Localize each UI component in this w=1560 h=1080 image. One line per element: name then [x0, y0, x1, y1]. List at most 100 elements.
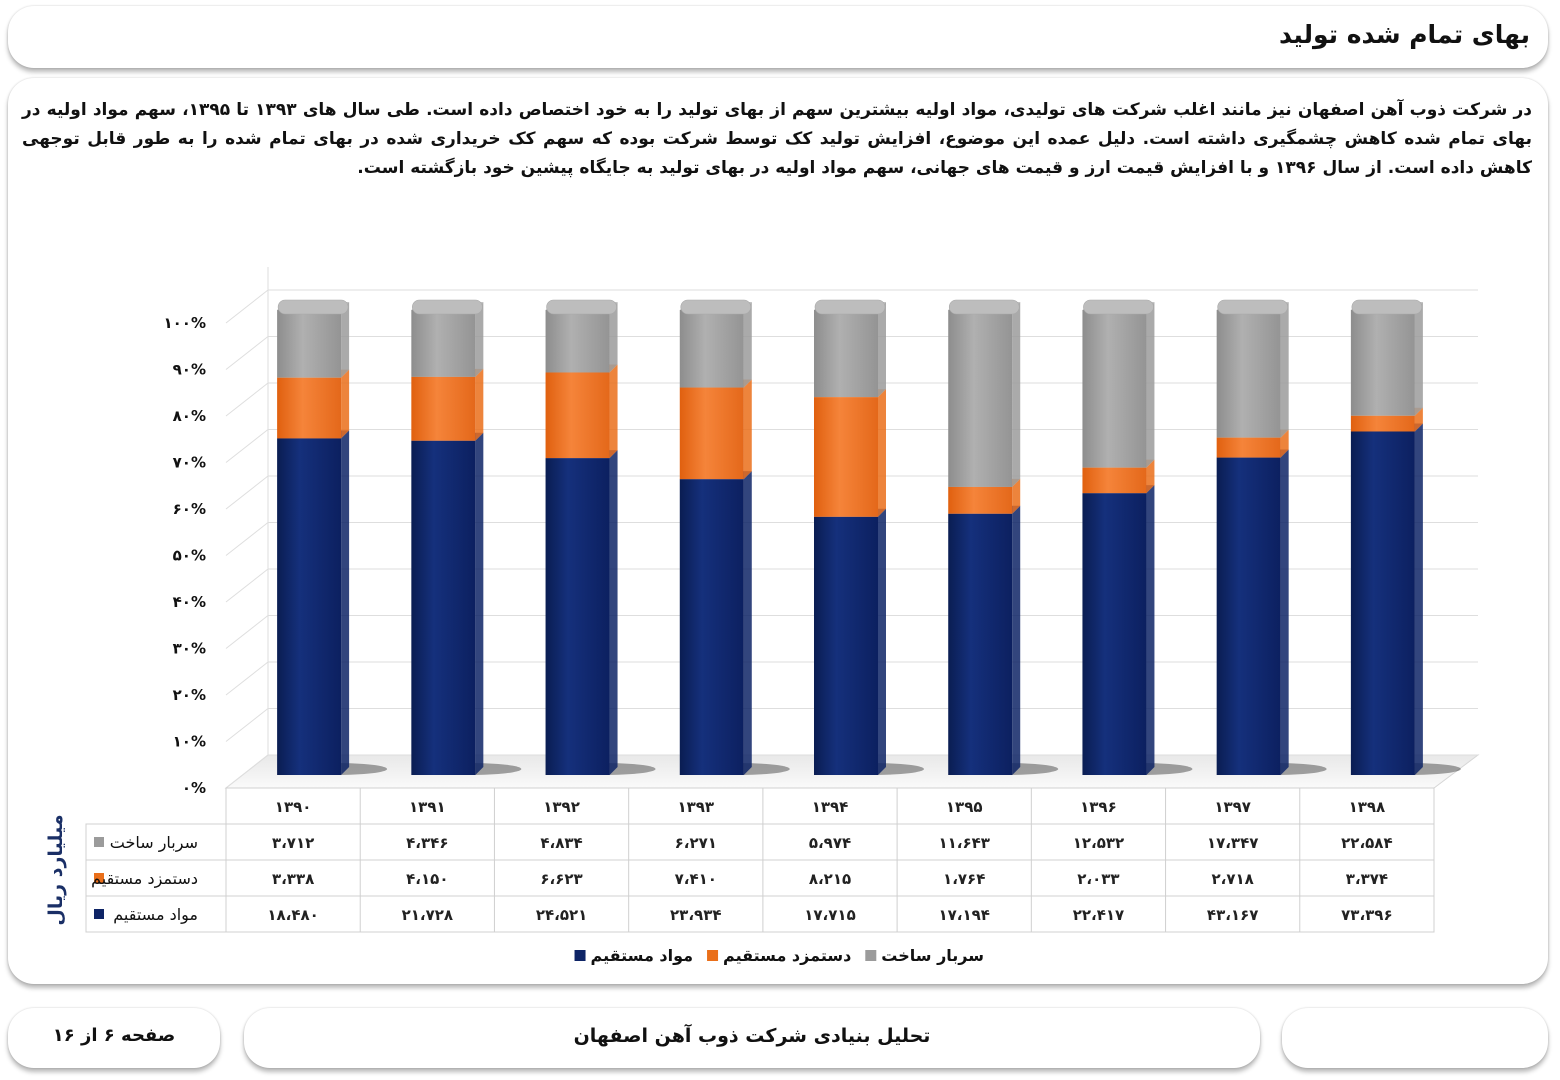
category-label: ۱۳۹۵	[946, 798, 983, 816]
legend-label: دستمزد مستقیم	[723, 946, 851, 965]
page-number: صفحه ۶ از ۱۶	[52, 1025, 176, 1046]
bar-front	[1350, 310, 1415, 416]
bar-side	[1414, 302, 1423, 416]
table-row-label: دستمزد مستقیم	[91, 869, 198, 889]
bar-cap	[948, 299, 1020, 315]
bar-segment	[948, 505, 1021, 775]
bar-side	[1414, 423, 1423, 775]
category-label: ۱۳۹۴	[812, 798, 849, 816]
bar-side	[341, 369, 350, 439]
bar-front	[948, 513, 1013, 775]
bar-side	[475, 302, 484, 377]
legend-label: سربار ساخت	[881, 946, 984, 965]
bar-front	[1082, 467, 1147, 494]
table-cell: ۴،۳۴۶	[406, 834, 448, 852]
bar-side	[475, 368, 484, 441]
table-row-label: سربار ساخت	[110, 833, 198, 853]
bar-cap	[412, 299, 483, 315]
table-cell: ۷،۴۱۰	[675, 870, 717, 888]
bar-front	[277, 377, 342, 439]
bar-segment	[948, 302, 1021, 487]
bar-side	[878, 302, 886, 398]
bar-front	[545, 310, 610, 373]
bar-side	[609, 302, 618, 373]
bar-cap	[680, 299, 752, 315]
table-cell: ۱،۷۶۴	[943, 870, 985, 888]
main-panel: در شرکت ذوب آهن اصفهان نیز مانند اغلب شر…	[8, 78, 1548, 984]
y-tick-label: ۵۰%	[173, 547, 206, 565]
table-cell: ۸،۲۱۵	[809, 870, 851, 888]
bar-segment	[814, 389, 886, 517]
y-tick-label: ۳۰%	[173, 640, 206, 658]
bar-side	[475, 432, 484, 775]
category-label: ۱۳۹۰	[275, 798, 312, 816]
gridline-depth	[225, 708, 269, 742]
bar-side	[609, 450, 618, 775]
bar-front	[411, 440, 476, 775]
footer-page-panel: صفحه ۶ از ۱۶	[8, 1008, 220, 1068]
category-label: ۱۳۹۶	[1080, 798, 1117, 816]
bar-segment	[1082, 302, 1155, 468]
bar-front	[814, 310, 878, 398]
category-label: ۱۳۹۷	[1214, 798, 1251, 816]
category-label: ۱۳۹۸	[1349, 798, 1386, 816]
category-label: ۱۳۹۳	[677, 798, 714, 816]
bar-side	[341, 430, 350, 775]
bar-segment	[411, 432, 484, 775]
gridline-depth	[225, 615, 269, 649]
y-axis-ticks: ۰% ۱۰% ۲۰% ۳۰% ۴۰% ۵۰% ۶۰% ۷۰% ۸۰% ۹۰% ۱۰۰%	[164, 314, 207, 797]
legend-label: مواد مستقیم	[591, 946, 694, 965]
y-tick-label: ۴۰%	[173, 593, 206, 611]
stacked-bar-chart: ۰%۱۰%۲۰%۳۰%۴۰%۵۰%۶۰%۷۰%۸۰%۹۰%۱۰۰% ۱۳۹۰ ۱۳…	[45, 267, 1480, 965]
bar-side	[1280, 449, 1289, 775]
table-cell: ۲،۰۳۳	[1077, 870, 1119, 888]
bar-side	[1146, 485, 1155, 775]
bar-side	[1280, 302, 1289, 438]
bar-cap	[1351, 299, 1423, 315]
bar-front	[1216, 437, 1281, 458]
legend: سربار ساخت دستمزد مستقیم مواد مستقیم	[574, 946, 984, 965]
bar-segment	[1216, 449, 1289, 775]
table-cell: ۶،۲۷۱	[675, 834, 717, 852]
bar-segment	[1082, 485, 1155, 775]
description-text: در شرکت ذوب آهن اصفهان نیز مانند اغلب شر…	[22, 100, 1532, 178]
table-cell: ۱۷،۷۱۵	[804, 906, 855, 924]
bar-segment	[1350, 423, 1423, 775]
unit-label: میلیارد ریال	[45, 814, 67, 925]
bar-segment	[679, 471, 752, 775]
table-row-label: مواد مستقیم	[113, 905, 198, 925]
gridline-depth	[225, 429, 269, 463]
bar-front	[411, 376, 476, 441]
data-table: ۱۳۹۰ ۱۳۹۱ ۱۳۹۲ ۱۳۹۳ ۱۳۹۴ ۱۳۹۵ ۱۳۹۶ ۱۳۹۷ ۱۳۹۸ سربا…	[85, 787, 1435, 933]
bar-side	[1012, 505, 1021, 775]
y-tick-label: ۶۰%	[173, 500, 206, 518]
table-cell: ۳،۳۷۴	[1346, 870, 1388, 888]
bar-front	[1216, 457, 1281, 775]
table-cell: ۱۷،۳۴۷	[1207, 834, 1258, 852]
bar-segment	[1216, 302, 1289, 438]
bar-segment	[277, 369, 350, 439]
y-tick-label: ۲۰%	[173, 686, 206, 704]
bar-front	[679, 479, 744, 775]
table-legend-swatch	[94, 909, 104, 919]
table-cell: ۴،۱۵۰	[406, 870, 448, 888]
bar-side	[341, 302, 350, 378]
bar-side	[743, 471, 752, 775]
table-cell: ۷۳،۳۹۶	[1341, 906, 1392, 924]
bar-cap	[1083, 299, 1154, 315]
bar-cap	[814, 299, 886, 315]
gridline-depth	[225, 522, 269, 556]
bar-side	[609, 364, 618, 459]
report-title: تحلیل بنیادی شرکت ذوب آهن اصفهان	[573, 1025, 931, 1047]
y-tick-label: ۸۰%	[173, 407, 206, 425]
bar-cap	[1217, 299, 1288, 315]
bar-front	[545, 458, 610, 775]
bar-front	[1082, 493, 1147, 775]
table-cell: ۱۱،۶۴۳	[938, 834, 989, 852]
table-legend-swatch	[94, 837, 104, 847]
bar-side	[1280, 429, 1289, 458]
bar-segment	[679, 302, 752, 388]
bar-front	[1350, 415, 1415, 432]
footer-blank-panel	[1282, 1008, 1548, 1068]
table-cell: ۲۳،۹۳۴	[670, 906, 721, 924]
